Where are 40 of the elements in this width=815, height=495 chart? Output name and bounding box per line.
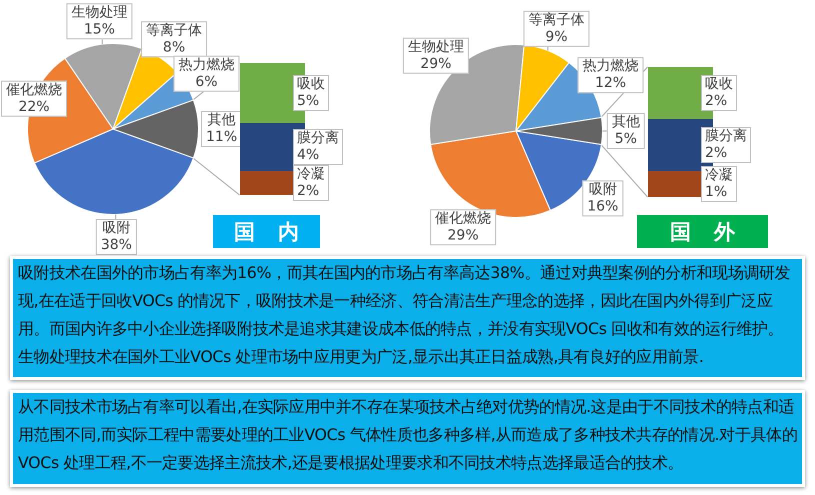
slice-label: 热力燃烧 — [582, 58, 639, 74]
data-label: 12% — [594, 75, 626, 92]
slice-label: 催化燃烧 — [6, 82, 62, 98]
data-label: 38% — [100, 237, 132, 254]
data-label: 6% — [195, 74, 218, 90]
series-label: 吸收 — [705, 76, 733, 92]
slice-label: 其他 — [208, 112, 236, 128]
text: 国 外 — [637, 215, 768, 248]
slice-label: 热力燃烧 — [178, 56, 234, 73]
data-label: 29% — [448, 227, 479, 244]
text: 国 内 — [213, 215, 320, 248]
data-label: 5% — [297, 93, 320, 110]
text: 从不同技术市场占有率可以看出,在实际应用中并不存在某项技术占绝对优势的情况.这是由于不同技术的特点和适用范围不同,而实际工程中需要处理的工业VOCs 气体性质也多种多样,从而造成了多种技术共存的情况.对于具体的VOCs 处理工程,不一定要选择主流技术,还是要根据处理要求和不同技术特点选择最适合的技术。 — [10, 390, 805, 487]
data-label: 29% — [420, 56, 452, 72]
series-label: 冷凝 — [297, 166, 325, 182]
slice-label: 生物处理 — [71, 4, 128, 20]
data-label: 1% — [705, 184, 728, 200]
text: 吸附技术在国外的市场占有率为16%，而其在国内的市场占有率高达38%。通过对典型案例的分析和现场调研发现,在在适于回收VOCs 的情况下，吸附技术是一种经济、符合清洁生产理念的选择，因此在国内外得到广泛应用。而国内许多中小企业选择吸附技术是追求其建设成本低的特点，并没有实现VOCs 回收和有效的运行维护。生物处理技术在国外工业VOCs 处理市场中应用更为广泛,显示出其正日益成熟,具有良好的应用前景. — [10, 256, 805, 380]
data-label: 8% — [162, 39, 186, 56]
series-label: 冷凝 — [705, 167, 733, 184]
data-label: 15% — [84, 21, 115, 38]
data-label: 11% — [206, 129, 238, 146]
series-label: 膜分离 — [705, 128, 747, 144]
data-label: 2% — [705, 93, 728, 110]
slice-label: 吸附 — [588, 181, 617, 198]
data-label: 16% — [587, 198, 618, 214]
data-label: 2% — [297, 183, 320, 200]
slice-label: 等离子体 — [528, 12, 584, 28]
series-label: 膜分离 — [297, 130, 339, 146]
data-label: 4% — [297, 147, 320, 164]
data-label: 2% — [705, 145, 728, 162]
slice-label: 等离子体 — [146, 22, 202, 38]
series-label: 吸收 — [297, 76, 325, 92]
slice-label: 其他 — [612, 114, 640, 130]
slice-label: 吸附 — [102, 220, 130, 236]
data-label: 22% — [18, 98, 50, 115]
data-label: 9% — [545, 29, 568, 45]
slice-label: 生物处理 — [408, 38, 464, 55]
slice-label: 催化燃烧 — [435, 210, 492, 226]
data-label: 5% — [614, 131, 637, 148]
